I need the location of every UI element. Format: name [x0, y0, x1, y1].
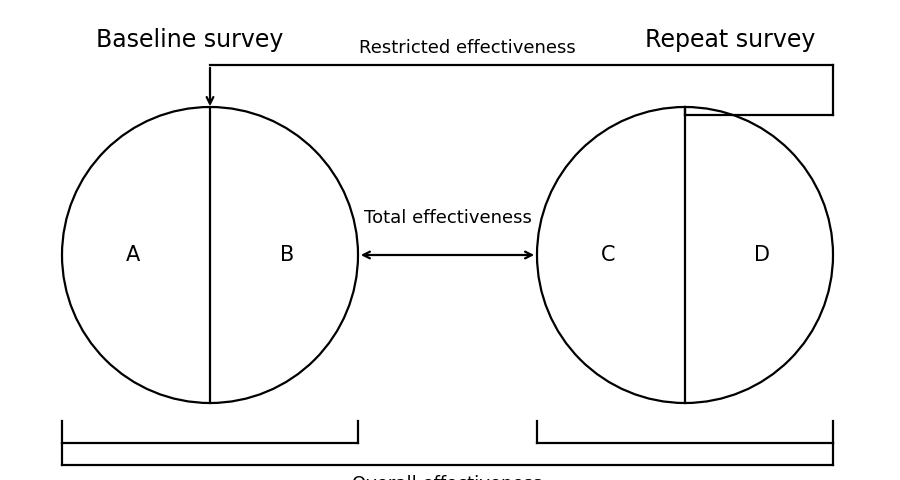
Text: Total effectiveness: Total effectiveness [364, 209, 531, 227]
Text: Restricted effectiveness: Restricted effectiveness [359, 39, 576, 57]
Text: Repeat survey: Repeat survey [644, 28, 815, 52]
Text: Baseline survey: Baseline survey [96, 28, 284, 52]
Text: C: C [601, 245, 616, 265]
Text: Overall effectiveness: Overall effectiveness [353, 475, 543, 480]
Text: B: B [280, 245, 294, 265]
Text: A: A [126, 245, 140, 265]
Text: D: D [754, 245, 770, 265]
